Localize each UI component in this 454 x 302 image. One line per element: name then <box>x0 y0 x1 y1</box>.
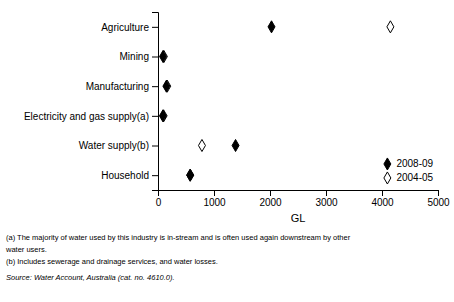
y-tick-mark <box>152 27 158 28</box>
y-tick: Mining <box>120 51 158 62</box>
footnote: (a) The majority of water used by this i… <box>6 233 351 242</box>
dot <box>387 21 394 33</box>
dot <box>160 50 167 62</box>
x-tick: 4000 <box>371 190 394 208</box>
x-tick-label: 0 <box>156 197 162 208</box>
y-tick: Electricity and gas supply(a) <box>24 111 158 122</box>
dot <box>164 80 171 92</box>
legend: 2008-09 2004-05 <box>384 158 434 184</box>
footnote: (b) Includes sewerage and drainage servi… <box>6 257 218 266</box>
x-tick-label: 2000 <box>259 197 282 208</box>
footnotes: (a) The majority of water used by this i… <box>5 233 351 282</box>
x-tick-label: 3000 <box>315 197 338 208</box>
series <box>159 21 275 181</box>
dot <box>160 110 167 122</box>
x-tick-label: 4000 <box>371 197 394 208</box>
x-tick-label: 5000 <box>427 197 450 208</box>
marks <box>159 21 393 181</box>
x-axis-label: GL <box>291 212 306 224</box>
y-tick-label: Manufacturing <box>86 81 149 92</box>
x-tick: 0 <box>156 190 162 208</box>
y-tick-mark <box>152 57 158 58</box>
dot <box>268 21 275 33</box>
y-tick-mark <box>152 116 158 117</box>
x-tick-mark <box>382 190 383 196</box>
dot <box>159 110 166 122</box>
x-tick-label: 1000 <box>203 197 226 208</box>
footnote: Source: Water Account, Australia (cat. n… <box>6 273 175 282</box>
x-tick: 1000 <box>203 190 226 208</box>
y-axis: Agriculture Mining Manufacturing Electricit… <box>24 13 159 191</box>
dot <box>198 139 205 151</box>
x-axis: 0 1000 2000 3000 4000 5000 <box>156 190 450 208</box>
dot <box>160 50 167 62</box>
x-tick-mark <box>438 190 439 196</box>
y-tick-label: Electricity and gas supply(a) <box>24 111 149 122</box>
legend-item: 2004-05 <box>384 172 434 184</box>
x-tick-mark <box>270 190 271 196</box>
dot <box>187 169 194 181</box>
y-tick: Household <box>101 170 158 181</box>
legend-label: 2008-09 <box>396 158 433 169</box>
x-tick: 3000 <box>315 190 338 208</box>
x-tick: 2000 <box>259 190 282 208</box>
footnote: water users. <box>5 245 47 254</box>
y-tick-label: Household <box>101 170 149 181</box>
y-tick-mark <box>152 175 158 176</box>
y-tick: Water supply(b) <box>79 140 158 151</box>
legend-symbol <box>384 158 391 170</box>
legend-item: 2008-09 <box>384 158 434 170</box>
x-tick-mark <box>326 190 327 196</box>
dot <box>163 80 170 92</box>
dot <box>187 169 194 181</box>
y-axis-line <box>152 13 159 191</box>
series <box>160 21 394 181</box>
plot: 0 1000 2000 3000 4000 5000 Agriculture Mining Ma… <box>24 13 450 225</box>
chart: 0 1000 2000 3000 4000 5000 Agriculture Mining Ma… <box>0 0 454 302</box>
x-tick-mark <box>214 190 215 196</box>
y-tick-mark <box>152 146 158 147</box>
y-tick-label: Water supply(b) <box>79 140 149 151</box>
y-tick: Agriculture <box>101 22 158 33</box>
legend-symbol <box>384 172 391 184</box>
x-axis-line <box>159 191 439 197</box>
x-tick: 5000 <box>427 190 450 208</box>
y-tick-label: Mining <box>120 51 149 62</box>
y-tick: Manufacturing <box>86 81 158 92</box>
y-tick-mark <box>152 86 158 87</box>
dot <box>232 139 239 151</box>
legend-label: 2004-05 <box>396 172 433 183</box>
y-tick-label: Agriculture <box>101 22 149 33</box>
